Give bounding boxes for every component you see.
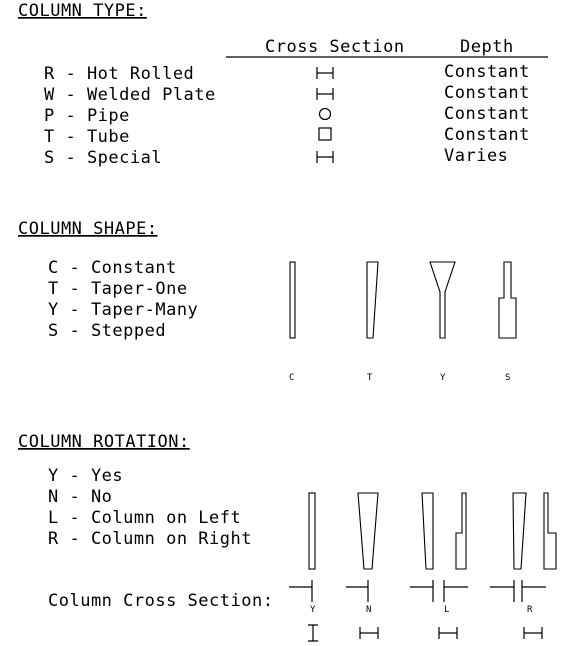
- column-rotation-heading: COLUMN ROTATION:: [18, 432, 190, 452]
- rotation-right-column: [512, 492, 527, 570]
- i-beam-icon: [359, 627, 379, 639]
- type-row-depth: Constant: [444, 104, 530, 124]
- i-beam-icon: [316, 88, 334, 100]
- shape-option: T - Taper-One: [48, 279, 188, 299]
- rotation-left-column: [421, 492, 434, 570]
- rotation-option: R - Column on Right: [48, 529, 252, 549]
- type-row-depth: Constant: [444, 125, 530, 145]
- column-type-heading: COLUMN TYPE:: [18, 1, 147, 21]
- shape-option: Y - Taper-Many: [48, 300, 198, 320]
- shape-option: C - Constant: [48, 258, 177, 278]
- shape-label-c: C: [289, 373, 294, 383]
- i-beam-icon: [316, 151, 334, 163]
- square-icon: [318, 127, 332, 141]
- cross-section-label: Column Cross Section:: [48, 591, 273, 611]
- shape-option: S - Stepped: [48, 321, 166, 341]
- i-beam-icon: [316, 67, 334, 79]
- circle-icon: [318, 107, 332, 121]
- rotation-right-column-side: [543, 492, 557, 570]
- rotation-yes-column: [308, 492, 316, 570]
- rotation-option: L - Column on Left: [48, 508, 241, 528]
- section-cut-marker: [289, 580, 313, 602]
- type-row-depth: Varies: [444, 146, 508, 166]
- shape-label-y: Y: [440, 373, 446, 383]
- type-row-label: W - Welded Plate: [44, 85, 216, 105]
- type-row-label: S - Special: [44, 148, 162, 168]
- cross-section-header: Cross Section: [265, 37, 405, 57]
- rotation-option: Y - Yes: [48, 466, 123, 486]
- i-beam-icon: [438, 627, 458, 639]
- type-row-label: T - Tube: [44, 127, 130, 147]
- i-beam-icon: [523, 627, 543, 639]
- rotation-label-l: L: [444, 605, 449, 615]
- rotation-option: N - No: [48, 487, 112, 507]
- i-beam-icon: [308, 624, 318, 642]
- depth-header: Depth: [460, 37, 514, 57]
- stepped-shape: [498, 261, 517, 339]
- type-row-label: R - Hot Rolled: [44, 64, 194, 84]
- rotation-label-n: N: [366, 605, 371, 615]
- shape-label-t: T: [367, 373, 373, 383]
- rotation-no-column: [357, 492, 379, 570]
- constant-shape: [289, 261, 296, 339]
- shape-label-s: S: [505, 373, 510, 383]
- type-row-label: P - Pipe: [44, 106, 130, 126]
- taper-many-shape: [429, 261, 456, 339]
- column-shape-heading: COLUMN SHAPE:: [18, 219, 158, 239]
- taper-one-shape: [366, 261, 379, 339]
- section-cut-marker: [346, 580, 369, 602]
- type-row-depth: Constant: [444, 83, 530, 103]
- rotation-label-y: Y: [310, 605, 316, 615]
- rotation-label-r: R: [527, 605, 533, 615]
- section-cut-marker: [490, 580, 546, 602]
- type-row-depth: Constant: [444, 62, 530, 82]
- rotation-left-column-side: [455, 492, 467, 570]
- section-cut-marker: [410, 580, 468, 602]
